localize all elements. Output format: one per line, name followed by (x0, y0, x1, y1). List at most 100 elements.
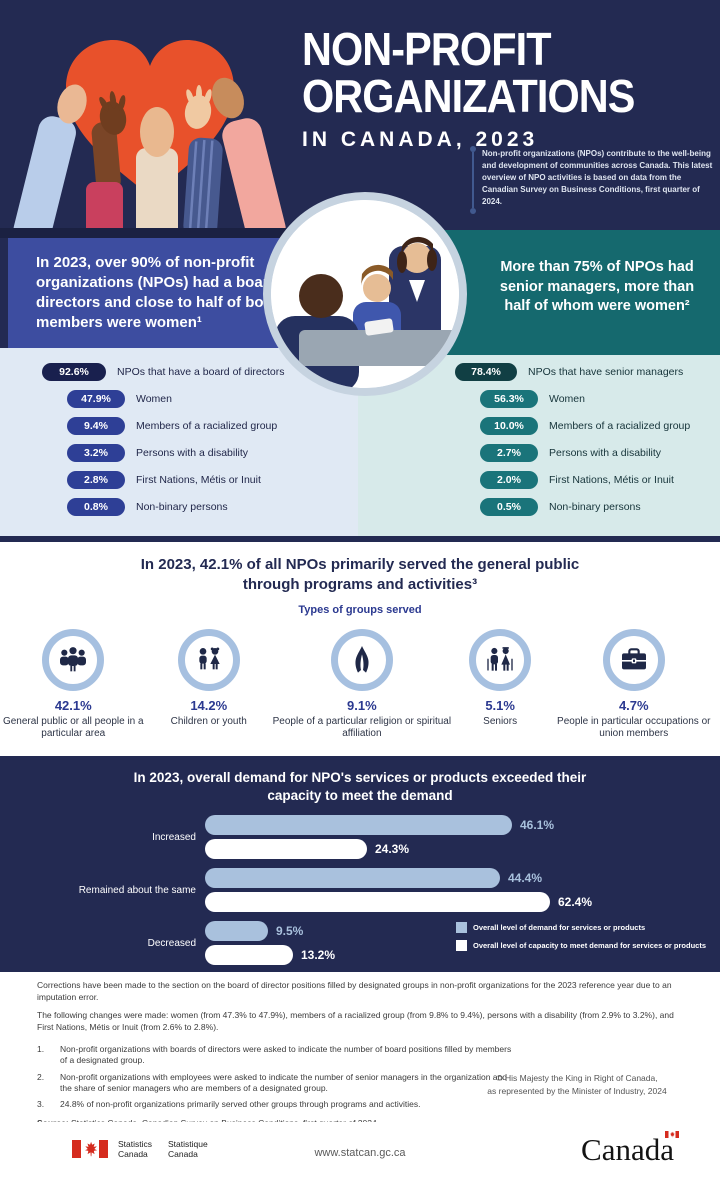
chart-bar-pair: 44.4% 62.4% (205, 868, 593, 913)
chart-bar-capacity (205, 839, 367, 860)
board-stat-value-pill: 3.2% (67, 444, 125, 462)
chart-bar-line: 46.1% (205, 815, 554, 836)
intro-note-text: Non-profit organizations (NPOs) contribu… (482, 149, 713, 206)
wordmark-flag-icon (665, 1131, 679, 1138)
board-stat-label: Members of a racialized group (136, 420, 278, 432)
chart-bar-pair: 9.5% 13.2% (205, 921, 336, 966)
board-stat-row: 0.8% Non-binary persons (67, 498, 285, 516)
managers-stat-label: Women (549, 393, 585, 405)
title-line-1: NON-PROFIT (302, 23, 551, 75)
managers-stat-value-pill: 10.0% (480, 417, 538, 435)
footnote-item: 3. 24.8% of non-profit organizations prim… (37, 1099, 517, 1110)
managers-stat-value-pill: 78.4% (455, 363, 517, 381)
board-stat-row: 9.4% Members of a racialized group (67, 417, 285, 435)
chart-bar-value: 44.4% (508, 871, 543, 886)
chart-bar-demand (205, 868, 500, 889)
managers-stat-row: 78.4% NPOs that have senior managers (455, 363, 690, 381)
chart-bar-line: 9.5% (205, 921, 335, 942)
footer-bar: Statistics Canada Statistique Canada www… (0, 1122, 720, 1185)
chart-bar-line: 44.4% (205, 868, 592, 889)
chart-legend-item: Overall level of capacity to meet demand… (455, 940, 706, 951)
group-served-item: 42.1% General public or all people in a p… (0, 628, 147, 741)
praying-hands-icon (330, 628, 393, 691)
managers-stat-row: 2.0% First Nations, Métis or Inuit (480, 471, 690, 489)
intro-note-divider (470, 146, 476, 214)
managers-stat-row: 2.7% Persons with a disability (480, 444, 690, 462)
agency-name-fr: Statistique Canada (168, 1139, 208, 1160)
managers-stat-value-pill: 0.5% (480, 498, 538, 516)
legend-label: Overall level of capacity to meet demand… (472, 941, 706, 950)
footnote-item: 1. Non-profit organizations with boards o… (37, 1044, 517, 1067)
chart-bar-value: 13.2% (301, 948, 336, 963)
managers-stats-background (358, 355, 720, 536)
chart-category-label: Remained about the same (78, 884, 196, 896)
managers-stat-label: First Nations, Métis or Inuit (549, 474, 674, 486)
correction-note-1: Corrections have been made to the sectio… (37, 980, 672, 1002)
statcan-url-link[interactable]: www.statcan.gc.ca (314, 1147, 406, 1159)
managers-stat-row: 56.3% Women (480, 390, 690, 408)
chart-bar-line: 24.3% (205, 839, 554, 860)
board-stat-row: 3.2% Persons with a disability (67, 444, 285, 462)
board-stat-value-pill: 92.6% (42, 363, 106, 381)
managers-stat-row: 10.0% Members of a racialized group (480, 417, 690, 435)
title-line-2: ORGANIZATIONS (302, 70, 635, 122)
board-stat-value-pill: 47.9% (67, 390, 125, 408)
board-stat-value-pill: 2.8% (67, 471, 125, 489)
board-stat-row: 47.9% Women (67, 390, 285, 408)
footnote-text: Non-profit organizations with employees … (60, 1071, 507, 1093)
chart-category-label: Decreased (147, 937, 196, 949)
group-served-label: Seniors (483, 715, 518, 727)
managers-stats-list: 78.4% NPOs that have senior managers 56.3%… (455, 363, 690, 525)
footnote-text: 24.8% of non-profit organizations primar… (60, 1099, 421, 1110)
managers-stat-value-pill: 2.7% (480, 444, 538, 462)
meeting-illustration-circle (263, 192, 467, 396)
board-stat-row: 92.6% NPOs that have a board of directors (42, 363, 285, 381)
footnote-number: 2. (37, 1071, 45, 1082)
chart-bar-line: 62.4% (205, 892, 593, 913)
chart-row: Remained about the same 44.4% 62.4% (0, 868, 720, 913)
demand-chart-section: In 2023, overall demand for NPO's servic… (0, 756, 720, 972)
canada-wordmark: Canada (581, 1131, 679, 1168)
managers-headline-text: More than 75% of NPOs had senior manager… (499, 259, 695, 315)
board-stat-label: Persons with a disability (136, 447, 249, 459)
group-served-value: 4.7% (618, 697, 649, 713)
statcan-signature: Statistics Canada Statistique Canada (72, 1139, 208, 1159)
board-stat-label: Non-binary persons (136, 501, 228, 513)
managers-stat-label: Members of a racialized group (549, 420, 691, 432)
board-stat-value-pill: 0.8% (67, 498, 125, 516)
groups-served-row: 42.1% General public or all people in a p… (0, 628, 720, 741)
canada-wordmark-text: Canada (581, 1132, 674, 1167)
hands-holding-heart-illustration (0, 40, 300, 238)
copyright-notice: © His Majesty the King in Right of Canad… (487, 1073, 667, 1096)
managers-stat-value-pill: 2.0% (480, 471, 538, 489)
business-meeting-illustration (271, 200, 459, 388)
chart-bar-value: 9.5% (276, 924, 304, 939)
chart-legend: Overall level of demand for services or … (455, 922, 706, 958)
footnotes-section: Corrections have been made to the sectio… (0, 972, 720, 1128)
chart-bar-demand (205, 815, 512, 836)
section-divider-rule (0, 536, 720, 542)
group-served-label: General public or all people in a partic… (2, 715, 144, 740)
chart-legend-item: Overall level of demand for services or … (455, 922, 706, 933)
group-served-label: People of a particular religion or spiri… (272, 715, 452, 740)
group-served-value: 14.2% (190, 697, 228, 713)
page-title: NON-PROFIT ORGANIZATIONS IN CANADA, 2023 (302, 26, 671, 152)
board-stat-label: NPOs that have a board of directors (117, 366, 285, 378)
chart-bar-capacity (205, 945, 293, 966)
intro-note: Non-profit organizations (NPOs) contribu… (470, 146, 718, 214)
agency-name-en: Statistics Canada (118, 1139, 153, 1160)
briefcase-icon (602, 628, 665, 691)
chart-bar-value: 62.4% (558, 895, 593, 910)
managers-stat-label: NPOs that have senior managers (528, 366, 684, 378)
managers-stat-row: 0.5% Non-binary persons (480, 498, 690, 516)
managers-stat-label: Non-binary persons (549, 501, 641, 513)
group-served-value: 5.1% (485, 697, 515, 713)
chart-bar-capacity (205, 892, 550, 913)
correction-note-2: The following changes were made: women (… (37, 1009, 674, 1032)
group-served-label: Children or youth (170, 715, 247, 727)
board-stat-label: First Nations, Métis or Inuit (136, 474, 261, 486)
title-subtitle: IN CANADA, 2023 (302, 128, 539, 151)
board-headline-text: In 2023, over 90% of non-profit organiza… (36, 254, 297, 332)
footnote-number: 3. (37, 1099, 45, 1110)
managers-stat-value-pill: 56.3% (480, 390, 538, 408)
